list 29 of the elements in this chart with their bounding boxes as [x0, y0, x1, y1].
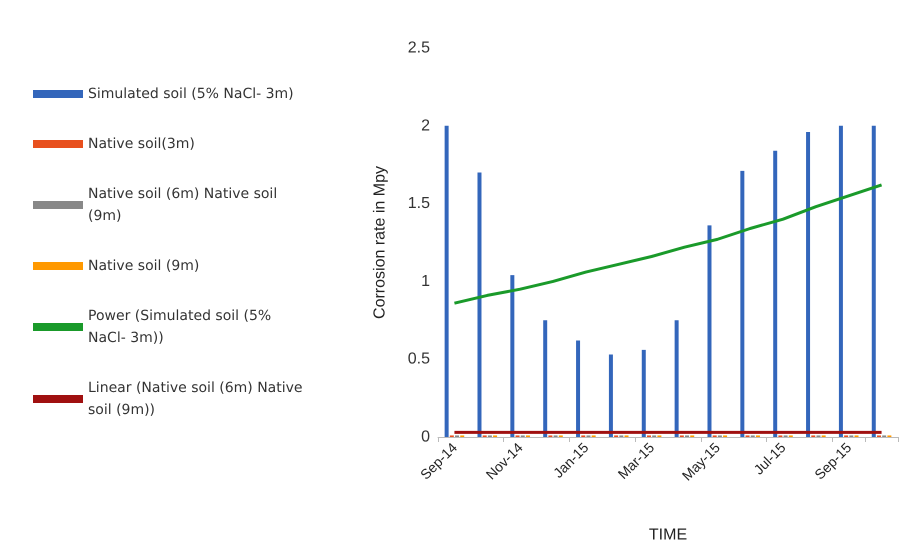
line-series: [452, 183, 884, 305]
bar: [444, 126, 449, 437]
y-axis-title: Corrosion rate in Mpy: [372, 166, 388, 319]
legend-label: Native soil (9m): [88, 258, 200, 274]
legend-label: Native soil (6m) Native soil (9m): [88, 186, 282, 224]
bar: [872, 126, 876, 437]
legend-label: Simulated soil (5% NaCl- 3m): [88, 86, 294, 102]
y-tick-label: 1.5: [408, 195, 430, 212]
bar: [674, 320, 679, 437]
bar: [510, 275, 514, 437]
bar: [707, 225, 712, 437]
legend-label: Power (Simulated soil (5% NaCl- 3m)): [88, 308, 276, 346]
y-tick-label: 2: [421, 117, 430, 134]
bar: [773, 150, 778, 437]
x-axis-title: TIME: [648, 526, 688, 544]
legend-label: Native soil(3m): [88, 136, 195, 152]
legend-label: Linear (Native soil (6m) Native soil (9m)): [88, 380, 307, 418]
bar: [608, 354, 613, 437]
bar: [576, 340, 580, 437]
bar: [838, 126, 843, 437]
y-tick-label: 0: [421, 428, 430, 446]
bar: [806, 132, 810, 437]
y-tick-label: 2.5: [408, 40, 430, 56]
bar: [477, 172, 482, 437]
bar: [740, 170, 744, 437]
y-tick-label: 1: [421, 272, 430, 290]
bar: [543, 320, 548, 437]
y-tick-label: 0.5: [408, 350, 430, 368]
bar: [642, 350, 646, 437]
